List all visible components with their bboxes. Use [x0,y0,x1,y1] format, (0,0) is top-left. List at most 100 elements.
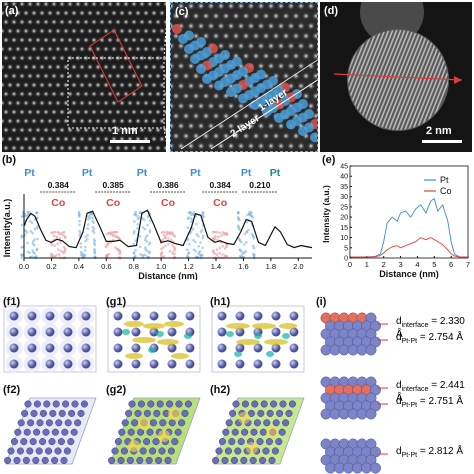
pt-intensity-dot [36,211,39,215]
pt-atom [289,359,299,369]
pt-atom [147,400,155,408]
pt-intensity-dot [134,248,137,252]
lattice-dot [58,2,66,8]
co-intensity-dot [221,231,225,234]
y-tick-label: 25 [340,204,348,211]
lattice-dot [138,18,146,26]
lattice-dot [2,18,10,26]
x-tick-label: 5 [432,260,436,269]
pt-peak-label: Pt [82,167,93,179]
co-intensity-dot [162,230,166,234]
lattice-dot [154,2,162,8]
lattice-dot [311,91,317,101]
lattice-dot [191,71,201,81]
lattice-dot [176,61,186,71]
y-tick-label: 20 [340,215,348,222]
pt-atom [4,456,12,464]
pt-intensity-dot [189,210,192,214]
lattice-dot [118,81,126,89]
pt-atom [275,438,283,446]
pt-intensity-dot [146,215,150,219]
lattice-dot [176,81,186,91]
lattice-dot [42,108,50,116]
charge-lobe [122,329,130,335]
pt-intensity-dot [247,228,250,232]
lattice-dot [50,108,58,116]
pt-atom [185,343,195,353]
lattice-dot [154,36,162,44]
lattice-dot [78,99,86,107]
pt-intensity-dot [145,249,149,253]
series-co [350,237,468,258]
pt-intensity-dot [252,244,255,248]
lattice-dot [90,108,98,116]
lattice-dot [6,63,14,71]
pt-atom [70,428,78,436]
co-intensity-dot [164,236,167,240]
panel-i-interface-models: (i) dinterface = 2.330 Å dPt-Pt = 2.754 … [316,296,474,474]
pt-atom [111,447,119,455]
lattice-dot [201,91,211,101]
panel-label-a: (a) [5,5,19,17]
lattice-dot [30,45,38,53]
charge-lobe [171,353,189,359]
pt-intensity-dot [245,240,248,244]
lattice-dot [18,72,26,80]
lattice-dot [130,36,138,44]
x-tick-label: 1.6 [238,262,248,271]
pt-atom [126,456,134,464]
lattice-dot [50,126,58,134]
lattice-dot [130,144,138,152]
i-model-2-d-ptpt: dPt-Pt = 2.751 Å [396,396,463,409]
co-intensity-dot [217,235,220,239]
lattice-dot [306,61,316,71]
lattice-dot [10,90,18,98]
lattice-dot [134,45,142,53]
pt-atom [39,438,47,446]
pt-atom [265,438,273,446]
pt-intensity-dot [89,212,93,215]
co-intensity-dot [224,231,227,235]
pt-intensity-dot [190,213,193,217]
pt-intensity-dot [79,253,83,256]
lattice-dot [146,144,154,152]
co-intensity-dot [169,238,173,242]
lattice-dot [138,90,146,98]
lattice-dot [30,9,38,17]
pt-intensity-dot [194,222,198,226]
panel-f1-structure [0,296,100,376]
pt-atom [113,311,123,321]
lattice-dot [94,9,102,17]
pt-atom [108,456,116,464]
lattice-dot [122,36,130,44]
lattice-dot [281,71,291,81]
lattice-dot [226,141,236,151]
charge-lobe [264,339,288,345]
pt-atom [224,447,232,455]
lattice-dot [78,117,86,125]
lattice-dot [271,131,281,141]
lattice-dot [38,45,46,53]
lattice-dot [90,72,98,80]
pt-intensity-dot [200,254,203,258]
lattice-dot [231,111,241,121]
lattice-dot [50,2,58,8]
profile-arrow-head [454,76,462,84]
lattice-dot [10,126,18,134]
lattice-dot [74,126,82,134]
pt-intensity-dot [132,242,136,246]
lattice-dot [162,18,166,26]
lattice-dot [46,99,54,107]
lattice-dot [6,9,14,17]
pt-atom [137,400,145,408]
lattice-dot [291,11,301,21]
pt-intensity-dot [191,228,195,231]
x-tick-label: 1.8 [266,262,276,271]
lattice-dot [38,9,46,17]
charge-spot [246,442,258,454]
lattice-dot [2,9,6,17]
lattice-dot [102,27,110,35]
plot-frame [349,165,469,259]
pt-intensity-dot [239,240,243,244]
x-axis-label: Distance (nm) [138,271,198,280]
